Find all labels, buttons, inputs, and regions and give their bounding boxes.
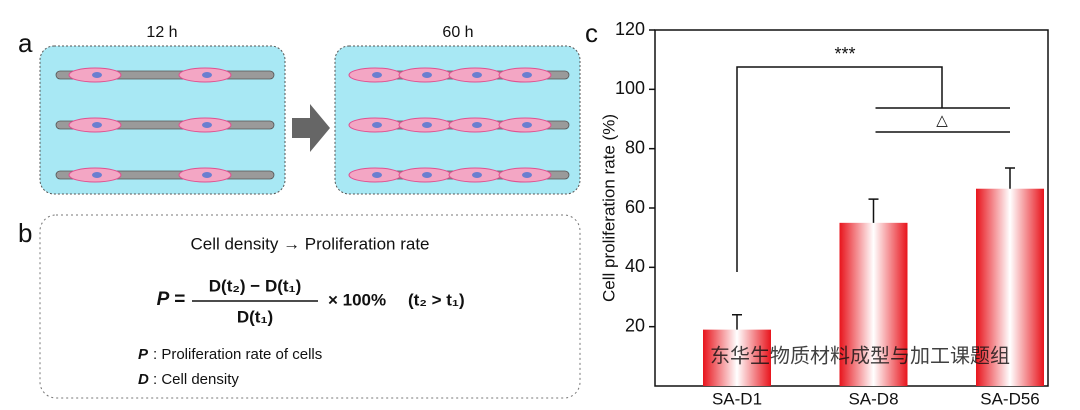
nucleus (372, 172, 382, 178)
y-tick-label: 100 (615, 78, 645, 98)
y-tick-label: 40 (625, 256, 645, 276)
nucleus (92, 122, 102, 128)
nucleus (372, 122, 382, 128)
x-tick-label: SA-D1 (712, 389, 762, 408)
bar (976, 188, 1044, 386)
box-title: 12 h (146, 24, 177, 41)
arrow (292, 104, 330, 152)
nucleus (522, 172, 532, 178)
numerator: D(t₂) − D(t₁) (209, 276, 301, 295)
y-tick-label: 20 (625, 315, 645, 335)
y-tick-label: 60 (625, 197, 645, 217)
panel-c: c Cell proliferation rate (%) 20 40 60 80 10… (585, 18, 1049, 408)
bracket (736, 66, 943, 272)
culture-box (39, 45, 286, 195)
nucleus (522, 122, 532, 128)
legend-text: : Proliferation rate of cells (153, 346, 322, 363)
nucleus (202, 72, 212, 78)
nucleus (422, 72, 432, 78)
nucleus (422, 122, 432, 128)
watermark: 东华生物质材料成型与加工课题组 (710, 344, 1010, 367)
heading: Cell density → Proliferation rate (190, 234, 429, 253)
legend-symbol: P (138, 346, 149, 363)
nucleus (422, 172, 432, 178)
annotation: △ (936, 112, 948, 129)
factor: × 100% (328, 290, 386, 309)
panel-label: b (18, 218, 32, 248)
legend-text: : Cell density (153, 371, 239, 388)
x-tick-label: SA-D8 (848, 389, 898, 408)
bar (703, 329, 771, 386)
y-tick-label: 120 (615, 19, 645, 39)
nucleus (472, 122, 482, 128)
legend-symbol: D (138, 371, 149, 388)
error-bar (1005, 167, 1015, 189)
panel-label: a (18, 28, 33, 58)
annotation: *** (834, 44, 855, 64)
error-bar (732, 314, 742, 330)
nucleus (472, 72, 482, 78)
nucleus (372, 72, 382, 78)
nucleus (202, 172, 212, 178)
nucleus (92, 72, 102, 78)
box-title: 60 h (442, 24, 473, 41)
panel-label: c (585, 18, 598, 48)
nucleus (92, 172, 102, 178)
x-tick-label: SA-D56 (980, 389, 1040, 408)
panel-a: a 12 h 60 h (18, 24, 581, 195)
nucleus (472, 172, 482, 178)
denominator: D(t₁) (237, 307, 273, 326)
nucleus (522, 72, 532, 78)
bar (839, 222, 908, 386)
formula-lhs: P = (157, 289, 185, 310)
panel-b: b Cell density → Proliferation rate P = … (18, 214, 581, 399)
y-axis-label: Cell proliferation rate (%) (599, 114, 618, 302)
nucleus (202, 122, 212, 128)
y-tick-label: 80 (625, 137, 645, 157)
condition: (t₂ > t₁) (408, 290, 465, 309)
error-bar (868, 198, 879, 223)
